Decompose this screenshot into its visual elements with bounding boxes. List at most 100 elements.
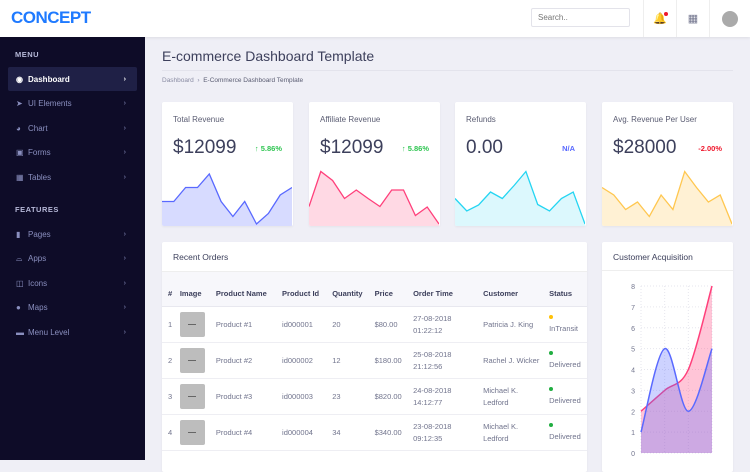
table-cell: Rachel J. Wicker (477, 342, 544, 379)
sidebar-section-label: MENU (15, 50, 40, 59)
sparkline-line (162, 172, 292, 226)
y-tick-label: 8 (631, 284, 635, 291)
sidebar-item-pages[interactable]: ▮ Pages › (8, 222, 137, 246)
sidebar-item-tables[interactable]: ▦ Tables › (8, 165, 137, 189)
status-dot (549, 386, 554, 391)
sidebar-item-label: UI Elements (28, 99, 72, 109)
table-cell: 23 (326, 378, 369, 415)
chevron-right-icon: › (123, 230, 126, 238)
y-tick-label: 4 (631, 368, 635, 375)
logo[interactable]: CONCEPT (11, 8, 91, 27)
sparkline (309, 170, 439, 226)
status-badge: Delivered (549, 359, 581, 369)
kpi-change: ↑ 5.86% (255, 144, 282, 153)
table-cell: Product #2 (209, 342, 277, 379)
orders-table: # Image Product Name Product Id Quantity Pric… (162, 271, 587, 451)
status-dot (549, 314, 554, 319)
table-cell: 20 (326, 306, 369, 343)
card-title: Customer Acquisition (613, 252, 693, 262)
column-header[interactable]: Order Time (407, 271, 478, 307)
sidebar: MENU ◉ Dashboard › ➤ UI Elements › ◕ Chart › ▣ Form… (0, 37, 145, 460)
sidebar-item-chart[interactable]: ◕ Chart › (8, 116, 137, 140)
column-header[interactable]: Product Id (276, 271, 327, 307)
table-cell: 1 (162, 306, 174, 343)
apps-button[interactable]: ▦ (676, 0, 709, 37)
kpi-card: Refunds 0.00 N/A (455, 102, 586, 226)
table-cell: Product #3 (209, 378, 277, 415)
chevron-right-icon: › (123, 328, 126, 336)
kpi-title: Avg. Revenue Per User (613, 115, 697, 124)
search-input[interactable] (531, 8, 630, 27)
sidebar-item-forms[interactable]: ▣ Forms › (8, 141, 137, 165)
kpi-change-value: 5.86% (407, 144, 429, 153)
status-badge: Delivered (549, 431, 581, 441)
sidebar-item-icons[interactable]: ◫ Icons › (8, 271, 137, 295)
kpi-card: Total Revenue $12099 ↑ 5.86% (162, 102, 293, 226)
table-row[interactable]: 3 Product #3 id000003 23 $820.00 24-08-2018 1… (162, 378, 587, 415)
table-row[interactable]: 1 Product #1 id000001 20 $80.00 27-08-2018 01… (162, 306, 587, 343)
chevron-right-icon: › (123, 304, 126, 312)
breadcrumb: Dashboard › E-Commerce Dashboard Templat… (162, 77, 304, 84)
sparkline (455, 170, 585, 226)
inbox-icon: ⌓ (16, 253, 23, 263)
column-header[interactable]: Quantity (326, 271, 369, 307)
sidebar-item-maps[interactable]: ● Maps › (8, 296, 137, 320)
columns-icon: ◫ (16, 278, 24, 288)
customer-acquisition-chart: 0 1 2 3 4 5 6 7 8 (631, 284, 713, 458)
y-tick-label: 0 (631, 451, 635, 458)
kpi-title: Affiliate Revenue (320, 115, 381, 124)
divider (162, 70, 733, 71)
kpi-title: Refunds (466, 115, 496, 124)
chevron-right-icon: › (123, 173, 126, 181)
apps-grid-icon: ▦ (687, 13, 699, 25)
sidebar-item-label: Tables (28, 172, 52, 182)
top-header: CONCEPT 🔔 ▦ (0, 0, 750, 37)
kpi-value: $12099 (320, 137, 384, 158)
table-cell: 23-08-2018 09:12:35 (407, 414, 478, 451)
table-row[interactable]: 2 Product #2 id000002 12 $180.00 25-08-2018 2… (162, 342, 587, 379)
column-header[interactable]: # (162, 271, 174, 307)
customer-acquisition-card: Customer Acquisition 0 1 2 3 4 5 6 7 8 (602, 242, 733, 472)
recent-orders-card: Recent Orders # Image Product Name Product … (162, 242, 587, 472)
sidebar-section-label: FEATURES (15, 205, 59, 214)
product-image (179, 348, 205, 373)
sparkline-area (309, 171, 439, 226)
table-cell: 34 (326, 414, 369, 451)
column-header[interactable]: Price (368, 271, 408, 307)
kpi-change-value: N/A (562, 144, 575, 153)
breadcrumb-dashboard[interactable]: Dashboard (162, 77, 194, 84)
series-line (640, 285, 713, 412)
table-cell: 24-08-2018 14:12:77 (407, 378, 478, 415)
table-cell: $820.00 (368, 378, 408, 415)
user-menu[interactable] (709, 0, 750, 37)
column-header[interactable]: Image (173, 271, 210, 307)
kpi-value: 0.00 (466, 137, 503, 158)
sidebar-item-dashboard[interactable]: ◉ Dashboard › (8, 67, 137, 91)
column-header[interactable]: Product Name (209, 271, 277, 307)
table-cell: id000004 (276, 414, 327, 451)
sidebar-item-label: Apps (28, 254, 47, 264)
arrow-up-icon: ↑ (401, 144, 406, 153)
table-cell: 3 (162, 378, 174, 415)
sidebar-item-label: Icons (28, 278, 48, 288)
y-tick-label: 2 (631, 409, 635, 416)
map-marker-icon: ● (16, 303, 21, 313)
table-cell: Michael K. Ledford (477, 414, 544, 451)
table-cell: Patricia J. King (477, 306, 544, 343)
status-badge: InTransit (549, 323, 578, 333)
table-cell: Product #1 (209, 306, 277, 343)
chevron-right-icon: › (123, 279, 126, 287)
bell-icon: 🔔 (653, 12, 668, 25)
sidebar-item-apps[interactable]: ⌓ Apps › (8, 247, 137, 271)
sidebar-item-ui-elements[interactable]: ➤ UI Elements › (8, 92, 137, 116)
y-tick-label: 1 (631, 430, 635, 437)
column-header[interactable]: Status (543, 271, 587, 307)
table-cell: id000003 (276, 378, 327, 415)
sparkline-line (602, 170, 732, 225)
table-cell: Product #4 (209, 414, 277, 451)
column-header[interactable]: Customer (477, 271, 544, 307)
table-row[interactable]: 4 Product #4 id000004 34 $340.00 23-08-2018 0… (162, 414, 587, 451)
page-title: E-commerce Dashboard Template (162, 48, 375, 64)
notification-button[interactable]: 🔔 (643, 0, 676, 37)
sidebar-item-menu-level[interactable]: ▬ Menu Level › (8, 320, 137, 344)
